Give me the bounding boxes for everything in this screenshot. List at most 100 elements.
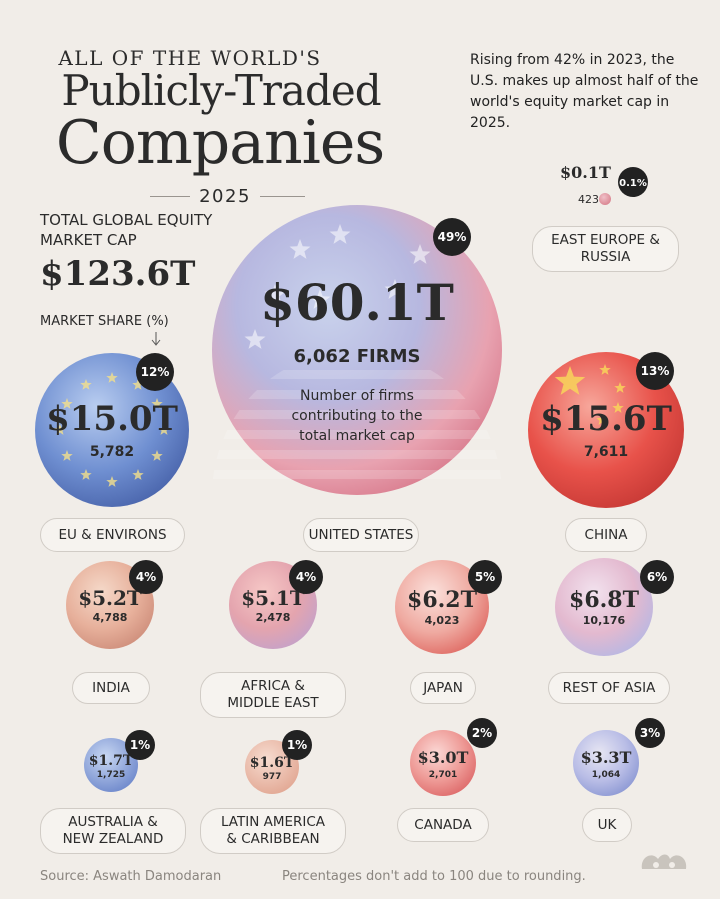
share-badge [467,718,497,748]
region-name: AFRICA & MIDDLE EAST [227,678,319,711]
star-icon [554,366,586,395]
region-label-latin-america-caribbean: LATIN AMERICA & CARIBBEAN [200,808,346,854]
star-icon [289,239,311,259]
share-badge [282,730,312,760]
firm-count: 10,176 [583,614,626,627]
total-label: TOTAL GLOBAL EQUITY MARKET CAP [40,211,213,249]
flag-stripe [212,450,502,459]
star-icon [80,379,92,390]
share-badge [636,352,674,390]
flag-stripe [212,410,502,419]
star-icon [106,476,118,487]
bubble-canada: $3.0T 2,701 2% [410,718,497,796]
share-badge [125,730,155,760]
market-cap-value: $3.3T [581,748,632,767]
title-line-1: Publicly-Traded [61,66,381,115]
share-value: 49% [438,230,467,244]
firm-count: 2,701 [429,770,457,780]
market-cap-value: $0.1T [560,163,611,182]
star-icon [384,279,406,299]
australia-flag-bubble [84,738,138,792]
star-icon [596,414,608,425]
star-icon [599,364,611,375]
title-line-2: Companies [55,108,385,178]
firm-count: 1,725 [97,770,125,780]
share-value: 3% [640,726,660,740]
share-value: 1% [130,738,150,752]
star-icon [264,284,286,304]
market-cap-value: $6.2T [407,587,478,613]
firm-count: 4,788 [93,611,128,624]
region-label-rest-of-asia: REST OF ASIA [548,672,670,704]
share-value: 5% [475,570,495,584]
share-value: 4% [296,570,316,584]
region-label-east-europe-russia: EAST EUROPE & RUSSIA [532,226,679,272]
firms-annotation: Number of firms contributing to the total … [291,388,422,444]
bubble-eu-environs: $15.0T 5,782 12% [35,353,189,507]
japan-flag-bubble [395,560,489,654]
market-cap-value: $6.8T [569,587,640,613]
share-value: 13% [641,364,670,378]
uk-flag-bubble [573,730,639,796]
region-name: UNITED STATES [308,526,414,543]
region-label-canada: CANADA [397,808,489,842]
us-flag-bubble [212,205,502,495]
region-label-africa-middle-east: AFRICA & MIDDLE EAST [200,672,346,718]
share-badge [289,560,323,594]
star-icon [158,424,170,435]
market-cap-value: $60.1T [260,273,454,332]
title-kicker: ALL OF THE WORLD'S [58,46,322,70]
star-icon [309,289,331,309]
flag-stripe [212,370,502,379]
bubble-united-states: $60.1T 6,062 FIRMS Number of firms contribu… [212,205,502,495]
region-label-eu-environs: EU & ENVIRONS [40,518,185,552]
canada-flag-bubble [410,730,476,796]
market-cap-value: $3.0T [418,748,469,767]
share-badge [618,167,648,197]
region-label-uk: UK [582,808,632,842]
region-name: LATIN AMERICA & CARIBBEAN [220,814,326,847]
market-cap-value: $5.2T [78,586,142,610]
firm-count: 4,023 [425,614,460,627]
star-icon [612,402,624,413]
share-value: 4% [136,570,156,584]
region-label-india: INDIA [72,672,150,704]
region-name: CANADA [414,816,472,833]
flag-stripe [212,430,502,439]
market-cap-value: $15.6T [540,399,672,439]
russia-flag-bubble [599,193,611,205]
region-name: EAST EUROPE & RUSSIA [551,232,660,265]
market-cap-value: $1.7T [89,753,134,769]
share-value: 12% [141,365,170,379]
star-icon [151,450,163,461]
region-label-united-states: UNITED STATES [303,518,419,552]
share-badge [640,560,674,594]
share-value: 6% [647,570,667,584]
region-name: EU & ENVIRONS [58,526,167,543]
region-name: INDIA [92,679,130,696]
firm-count: 1,064 [592,770,620,780]
bubble-east-europe-russia: $0.1T 423 0.1% [560,163,648,206]
rounding-disclaimer: Percentages don't add to 100 due to roun… [282,869,586,884]
firm-count: 7,611 [584,444,628,460]
us-growth-note: Rising from 42% in 2023, the U.S. makes … [470,52,699,131]
asia-flag-bubble [555,558,653,656]
share-value: 0.1% [619,178,647,189]
share-badge [129,560,163,594]
star-icon [329,224,351,244]
market-share-label: MARKET SHARE (%) [40,314,169,329]
total-value: $123.6T [40,254,196,294]
star-icon [614,382,626,393]
divider-right [260,196,305,197]
eu-flag-bubble [35,353,189,507]
region-label-china: CHINA [565,518,647,552]
star-icon [61,450,73,461]
bubble-uk: $3.3T 1,064 3% [573,718,665,796]
firm-count: 423 [578,193,599,206]
share-badge [433,218,471,256]
star-icon [54,424,66,435]
market-cap-value: $1.6T [250,755,295,771]
